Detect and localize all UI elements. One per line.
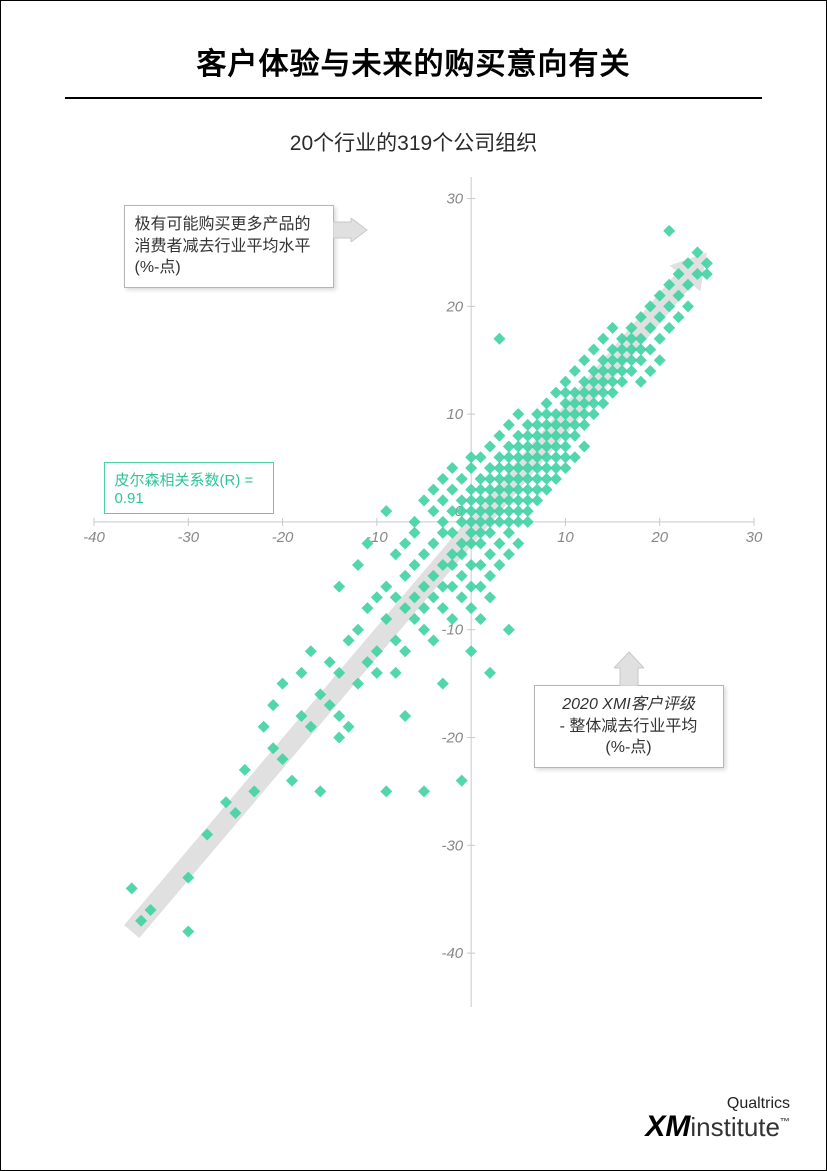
svg-text:-40: -40 bbox=[83, 529, 105, 546]
logo: Qualtrics XMinstitute™ bbox=[645, 1096, 790, 1142]
svg-text:10: 10 bbox=[557, 529, 574, 546]
svg-text:10: 10 bbox=[446, 406, 463, 423]
svg-text:20: 20 bbox=[445, 298, 463, 315]
logo-xm: XM bbox=[645, 1110, 690, 1143]
svg-text:-20: -20 bbox=[441, 730, 463, 747]
x-axis-callout-line2: - 整体减去行业平均 bbox=[545, 716, 713, 738]
scatter-chart: -40-30-20-10102030-40-30-20-100102030 极有… bbox=[54, 167, 774, 1027]
logo-tm: ™ bbox=[780, 1117, 790, 1128]
svg-text:-30: -30 bbox=[177, 529, 199, 546]
x-axis-callout: 2020 XMI客户评级 - 整体减去行业平均 (%-点) bbox=[534, 685, 724, 768]
callout-arrow-icon bbox=[333, 218, 369, 242]
svg-text:-20: -20 bbox=[271, 529, 293, 546]
x-axis-callout-line3: (%-点) bbox=[545, 737, 713, 759]
svg-text:-30: -30 bbox=[441, 837, 463, 854]
svg-text:30: 30 bbox=[745, 529, 762, 546]
pearson-box: 皮尔森相关系数(R) = 0.91 bbox=[104, 462, 274, 514]
x-axis-callout-line1: 2020 XMI客户评级 bbox=[545, 694, 713, 716]
callout-arrow-icon bbox=[614, 650, 644, 686]
subtitle: 20个行业的319个公司组织 bbox=[1, 127, 826, 157]
main-title: 客户体验与未来的购买意向有关 bbox=[1, 1, 826, 83]
svg-text:-40: -40 bbox=[441, 945, 463, 962]
svg-text:20: 20 bbox=[650, 529, 668, 546]
logo-institute: institute bbox=[690, 1112, 780, 1142]
logo-main: XMinstitute™ bbox=[645, 1112, 790, 1142]
title-divider bbox=[65, 97, 762, 99]
scatter-svg: -40-30-20-10102030-40-30-20-100102030 bbox=[54, 167, 774, 1027]
y-axis-callout: 极有可能购买更多产品的消费者减去行业平均水平 (%-点) bbox=[124, 205, 334, 288]
svg-text:30: 30 bbox=[446, 191, 463, 208]
y-axis-callout-text: 极有可能购买更多产品的消费者减去行业平均水平 (%-点) bbox=[135, 216, 311, 276]
